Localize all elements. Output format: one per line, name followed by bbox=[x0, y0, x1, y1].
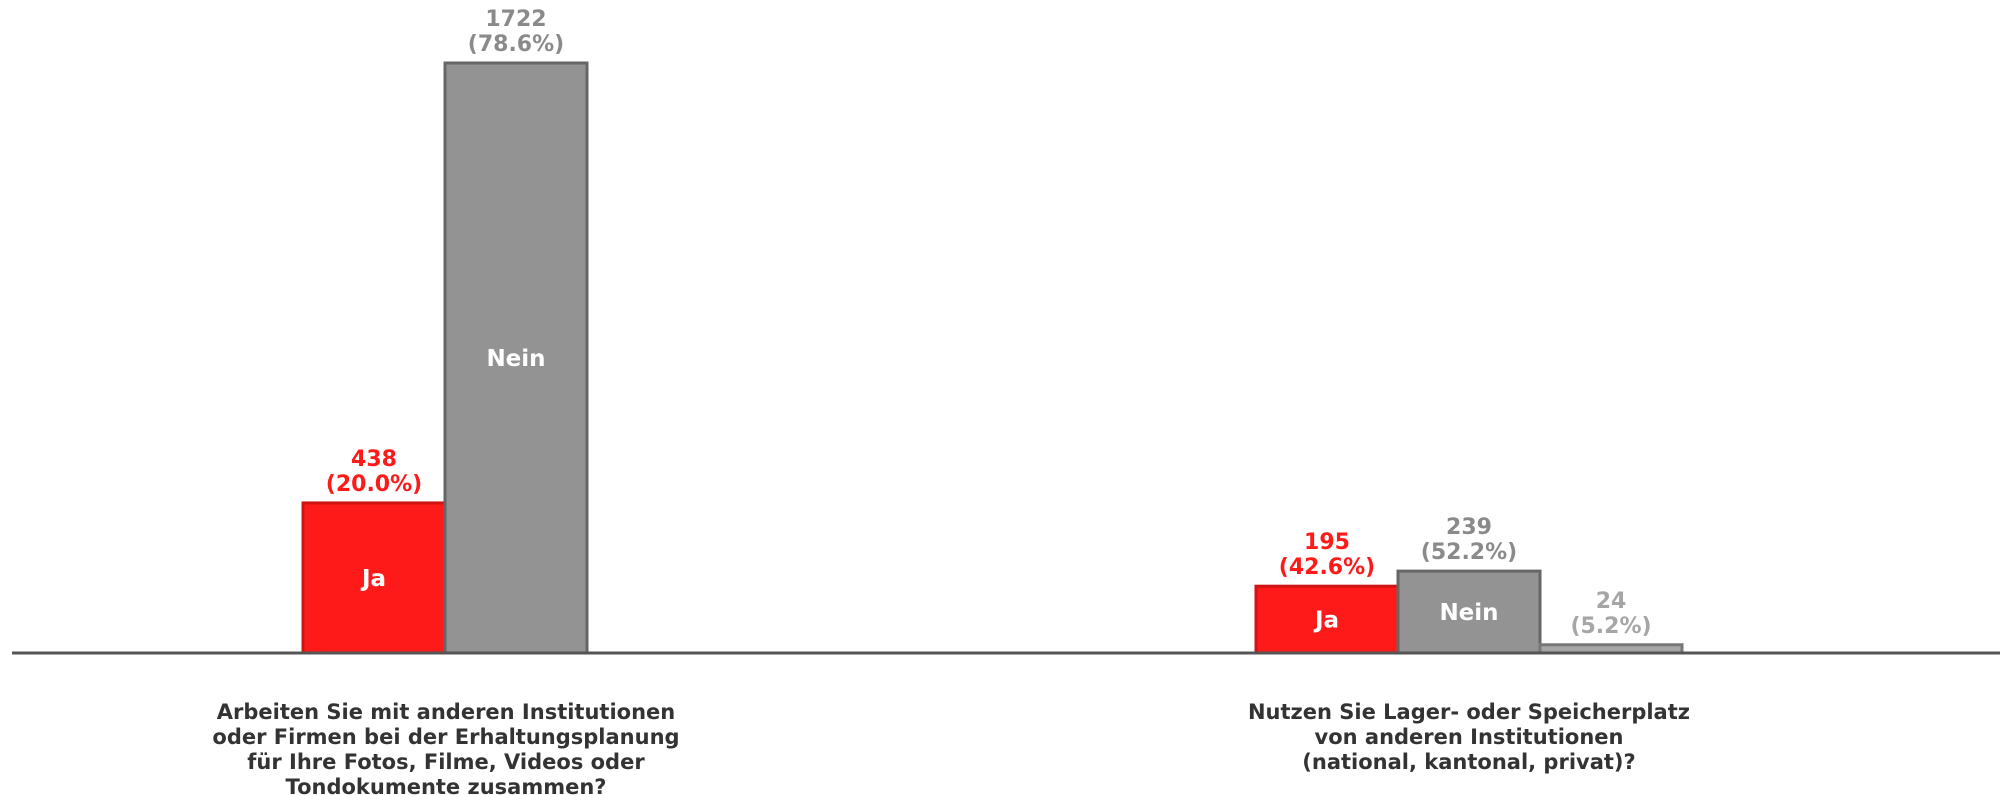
bar-group-2: Ja 195(42.6%) Nein 239(52.2%) 24(5.2%) bbox=[1254, 515, 1684, 655]
category-label-line: Nutzen Sie Lager- oder Speicherplatz bbox=[1248, 700, 1690, 724]
data-label-value: 24 bbox=[1596, 589, 1627, 614]
data-label-value: 438 bbox=[351, 447, 397, 472]
bar-inside-label: Ja bbox=[1313, 608, 1339, 634]
data-label-percent: (42.6%) bbox=[1279, 555, 1375, 580]
category-label-line: für Ihre Fotos, Filme, Videos oder bbox=[247, 750, 645, 774]
bar-inside-label: Nein bbox=[486, 346, 545, 372]
bar-ja-g1 bbox=[301, 501, 447, 655]
data-label-value: 1722 bbox=[485, 7, 546, 32]
bar-group-1: Ja 438(20.0%) Nein 1722(78.6%) bbox=[301, 7, 589, 655]
data-label-percent: (52.2%) bbox=[1421, 540, 1517, 565]
category-label-line: oder Firmen bei der Erhaltungsplanung bbox=[212, 725, 679, 749]
data-label-percent: (5.2%) bbox=[1570, 614, 1651, 639]
data-label-value: 239 bbox=[1446, 515, 1492, 540]
bar-nein-g2 bbox=[1396, 569, 1542, 655]
data-label-percent: (78.6%) bbox=[468, 32, 564, 57]
category-label-1: Arbeiten Sie mit anderen Institutionen od… bbox=[212, 700, 679, 795]
category-label-line: Tondokumente zusammen? bbox=[286, 775, 607, 795]
data-label-percent: (20.0%) bbox=[326, 472, 422, 497]
bar-nein-g1 bbox=[443, 61, 589, 655]
category-label-2: Nutzen Sie Lager- oder Speicherplatz von … bbox=[1248, 700, 1690, 774]
category-label-line: Arbeiten Sie mit anderen Institutionen bbox=[217, 700, 675, 724]
category-label-line: von anderen Institutionen bbox=[1315, 725, 1624, 749]
category-label-line: (national, kantonal, privat)? bbox=[1302, 750, 1635, 774]
data-label-value: 195 bbox=[1304, 530, 1350, 555]
bar-inside-label: Nein bbox=[1439, 600, 1498, 626]
bar-inside-label: Ja bbox=[360, 566, 386, 592]
